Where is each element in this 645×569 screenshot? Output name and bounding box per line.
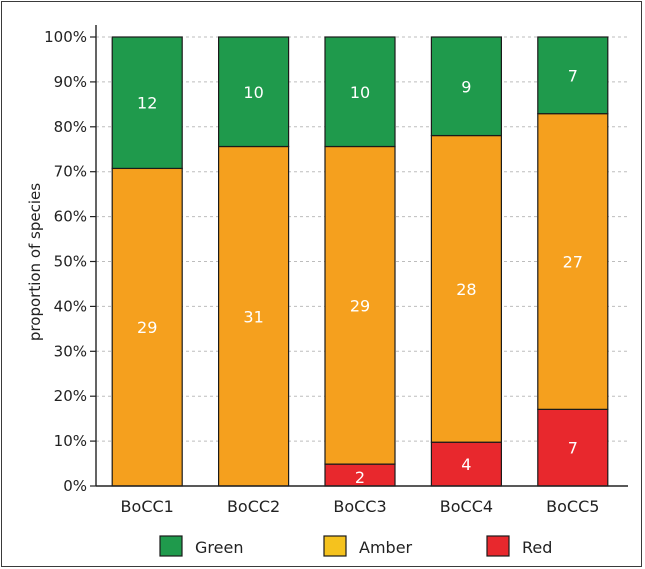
legend-swatch-green <box>159 535 183 557</box>
bar-segment-green <box>537 36 609 115</box>
x-category-label: BoCC2 <box>227 497 280 516</box>
data-label-amber: 29 <box>137 318 157 337</box>
legend-label-red: Red <box>522 538 552 557</box>
legend-label-amber: Amber <box>359 538 413 557</box>
y-tick-label: 80% <box>54 118 87 136</box>
y-axis-label: proportion of species <box>26 183 44 341</box>
y-axis-ticks: 0% 10% 20% 30% 40% 50% 60% 70% 80% 90% 100% <box>44 28 96 495</box>
data-label-green: 9 <box>461 77 471 96</box>
bar-segment-green <box>324 36 396 148</box>
y-tick-label: 70% <box>54 163 87 181</box>
bar-segment-green <box>430 36 502 137</box>
legend-swatch-amber <box>323 535 347 557</box>
x-axis-categories: BoCC1 BoCC2 BoCC3 BoCC4 BoCC5 <box>121 497 600 516</box>
bar-segment-red <box>537 408 609 487</box>
data-label-amber: 27 <box>563 253 583 272</box>
data-label-green: 10 <box>243 83 263 102</box>
bar-segment-red <box>430 441 502 487</box>
x-category-label: BoCC1 <box>121 497 174 516</box>
y-tick-label: 60% <box>54 208 87 226</box>
data-label-red: 4 <box>461 455 471 474</box>
y-tick-label: 30% <box>54 342 87 360</box>
data-label-green: 7 <box>568 66 578 85</box>
data-label-amber: 29 <box>350 296 370 315</box>
data-label-green: 10 <box>350 83 370 102</box>
data-label-red: 7 <box>568 439 578 458</box>
y-tick-label: 0% <box>63 477 87 495</box>
axes <box>95 25 628 487</box>
y-tick-label: 10% <box>54 432 87 450</box>
bar-segment-amber <box>537 113 609 410</box>
x-category-label: BoCC4 <box>440 497 493 516</box>
data-label-amber: 31 <box>243 307 263 326</box>
y-tick-label: 100% <box>44 28 87 46</box>
data-label-amber: 28 <box>456 280 476 299</box>
x-category-label: BoCC3 <box>333 497 386 516</box>
y-tick-label: 40% <box>54 297 87 315</box>
bar-segment-amber <box>218 145 290 487</box>
legend-swatch-red <box>486 535 510 557</box>
y-tick-label: 90% <box>54 73 87 91</box>
bar-segment-green <box>218 36 290 148</box>
bar-segment-green <box>111 36 183 170</box>
bar-segment-amber <box>324 145 396 465</box>
data-label-red: 2 <box>355 468 365 487</box>
bar-segment-amber <box>430 134 502 443</box>
x-category-label: BoCC5 <box>546 497 599 516</box>
legend: Green Amber Red <box>159 535 552 557</box>
y-tick-label: 20% <box>54 387 87 405</box>
legend-label-green: Green <box>195 538 243 557</box>
y-tick-label: 50% <box>54 253 87 271</box>
data-label-green: 12 <box>137 94 157 113</box>
